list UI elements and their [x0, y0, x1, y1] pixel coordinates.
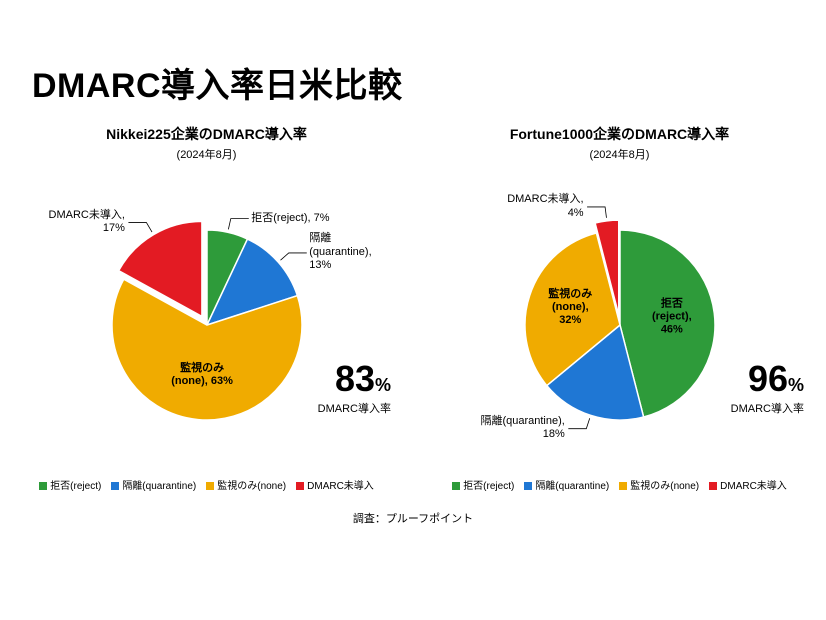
callout-naked: DMARC未導入,17%	[49, 209, 125, 237]
chart-subtitle-left: (2024年8月)	[0, 146, 413, 162]
big-pct-left-num: 83	[335, 358, 375, 400]
callout-quarantine: 隔離(quarantine),13%	[309, 232, 371, 273]
slice-label-none: 監視のみ(none), 63%	[171, 360, 233, 387]
legend-swatch	[296, 482, 304, 490]
legend-swatch	[619, 482, 627, 490]
chart-panel-nikkei: Nikkei225企業のDMARC導入率 (2024年8月) 監視のみ(none…	[0, 120, 413, 500]
legend-right: 拒否(reject) 隔離(quarantine) 監視のみ(none) DMARC未…	[413, 477, 826, 492]
callout-reject: 拒否(reject), 7%	[251, 212, 329, 226]
big-pct-right: 96% DMARC導入率	[731, 358, 804, 416]
legend-left: 拒否(reject) 隔離(quarantine) 監視のみ(none) DMARC未…	[0, 477, 413, 492]
legend-swatch	[206, 482, 214, 490]
big-pct-left-lbl: DMARC導入率	[318, 400, 391, 416]
source-line: 調査：プルーフポイント	[0, 510, 826, 526]
legend-swatch	[452, 482, 460, 490]
legend-item: 監視のみ(none)	[206, 477, 286, 492]
chart-title-right: Fortune1000企業のDMARC導入率	[413, 124, 826, 144]
legend-item: 隔離(quarantine)	[524, 477, 609, 492]
big-pct-right-num: 96	[748, 358, 788, 400]
legend-swatch	[709, 482, 717, 490]
legend-item: 監視のみ(none)	[619, 477, 699, 492]
charts-row: Nikkei225企業のDMARC導入率 (2024年8月) 監視のみ(none…	[0, 120, 826, 500]
legend-swatch	[524, 482, 532, 490]
callout-naked: DMARC未導入,4%	[507, 193, 583, 221]
big-pct-right-lbl: DMARC導入率	[731, 400, 804, 416]
big-pct-left: 83% DMARC導入率	[318, 358, 391, 416]
legend-item: DMARC未導入	[296, 477, 374, 492]
legend-item: 隔離(quarantine)	[111, 477, 196, 492]
legend-item: 拒否(reject)	[452, 477, 514, 492]
legend-item: DMARC未導入	[709, 477, 787, 492]
legend-swatch	[39, 482, 47, 490]
callout-quarantine: 隔離(quarantine),18%	[480, 415, 564, 443]
pct-sign: %	[788, 375, 804, 395]
chart-title-left: Nikkei225企業のDMARC導入率	[0, 124, 413, 144]
pct-sign: %	[375, 375, 391, 395]
page-title: DMARC導入率日米比較	[32, 58, 403, 107]
legend-swatch	[111, 482, 119, 490]
legend-item: 拒否(reject)	[39, 477, 101, 492]
chart-panel-fortune: Fortune1000企業のDMARC導入率 (2024年8月) 拒否(reje…	[413, 120, 826, 500]
chart-subtitle-right: (2024年8月)	[413, 146, 826, 162]
